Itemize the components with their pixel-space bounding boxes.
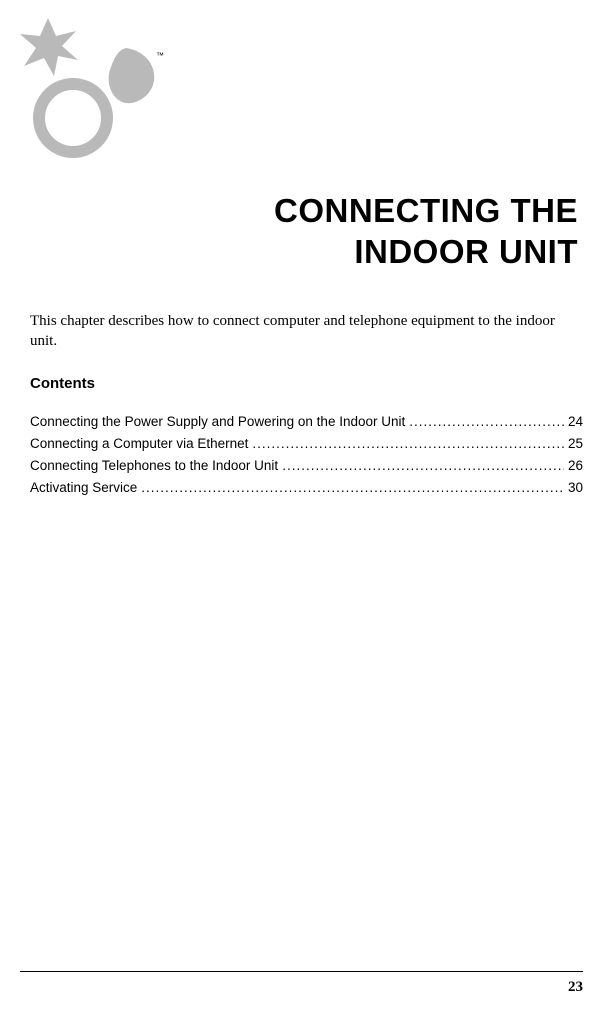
toc-leader: [282, 458, 564, 473]
brand-logo: ™: [18, 18, 168, 163]
toc-label: Connecting the Power Supply and Powering…: [30, 414, 405, 429]
toc-page: 30: [568, 480, 583, 495]
toc-label: Activating Service: [30, 480, 137, 495]
toc-label: Connecting a Computer via Ethernet: [30, 436, 248, 451]
toc-label: Connecting Telephones to the Indoor Unit: [30, 458, 278, 473]
toc-leader: [409, 414, 564, 429]
toc-page: 26: [568, 458, 583, 473]
page-number: 23: [568, 979, 583, 996]
toc-row: Activating Service 30: [30, 480, 583, 495]
footer-rule: [20, 971, 583, 972]
toc-leader: [141, 480, 564, 495]
contents-heading: Contents: [30, 375, 583, 392]
title-line-2: INDOOR UNIT: [30, 231, 578, 272]
intro-paragraph: This chapter describes how to connect co…: [30, 311, 583, 352]
toc-row: Connecting the Power Supply and Powering…: [30, 414, 583, 429]
toc-page: 24: [568, 414, 583, 429]
table-of-contents: Connecting the Power Supply and Powering…: [30, 414, 583, 495]
chapter-title: CONNECTING THE INDOOR UNIT: [30, 190, 583, 273]
toc-row: Connecting Telephones to the Indoor Unit…: [30, 458, 583, 473]
page: ™ CONNECTING THE INDOOR UNIT This chapte…: [0, 0, 613, 1024]
title-line-1: CONNECTING THE: [30, 190, 578, 231]
toc-leader: [252, 436, 564, 451]
toc-page: 25: [568, 436, 583, 451]
toc-row: Connecting a Computer via Ethernet 25: [30, 436, 583, 451]
svg-text:™: ™: [156, 51, 164, 60]
